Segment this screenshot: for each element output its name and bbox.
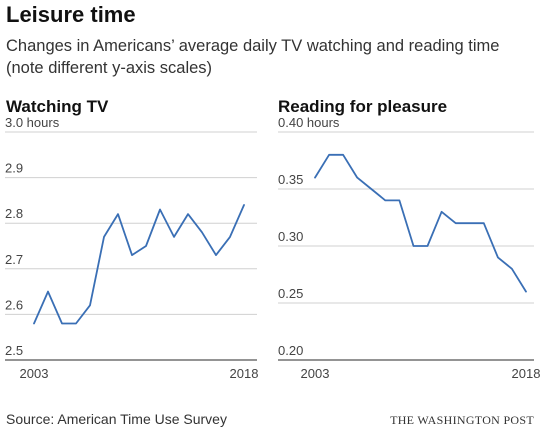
reading-ytick-label: 0.30 [278, 229, 303, 244]
tv-ytick-label: 2.9 [5, 161, 23, 176]
tv-ytick-label: 3.0 hours [5, 115, 60, 130]
reading-ytick-label: 0.20 [278, 343, 303, 358]
reading-xtick-label: 2003 [301, 366, 330, 381]
tv-xtick-label: 2003 [20, 366, 49, 381]
reading-ytick-label: 0.40 hours [278, 115, 340, 130]
tv-ytick-label: 2.7 [5, 252, 23, 267]
publisher-credit: THE WASHINGTON POST [390, 413, 534, 427]
reading-series-line [314, 153, 527, 293]
reading-ytick-label: 0.35 [278, 172, 303, 187]
tv-series-line [33, 204, 245, 325]
reading-xtick-label: 2018 [512, 366, 540, 381]
source-note: Source: American Time Use Survey [6, 411, 227, 427]
reading-panel-title: Reading for pleasure [278, 97, 448, 116]
tv-panel-title: Watching TV [6, 97, 109, 116]
chart-title: Leisure time [6, 2, 136, 27]
tv-ytick-label: 2.6 [5, 297, 23, 312]
tv-xtick-label: 2018 [230, 366, 259, 381]
tv-ytick-label: 2.8 [5, 206, 23, 221]
reading-ytick-label: 0.25 [278, 286, 303, 301]
tv-ytick-label: 2.5 [5, 343, 23, 358]
chart-subtitle: Changes in Americans’ average daily TV w… [6, 37, 500, 77]
